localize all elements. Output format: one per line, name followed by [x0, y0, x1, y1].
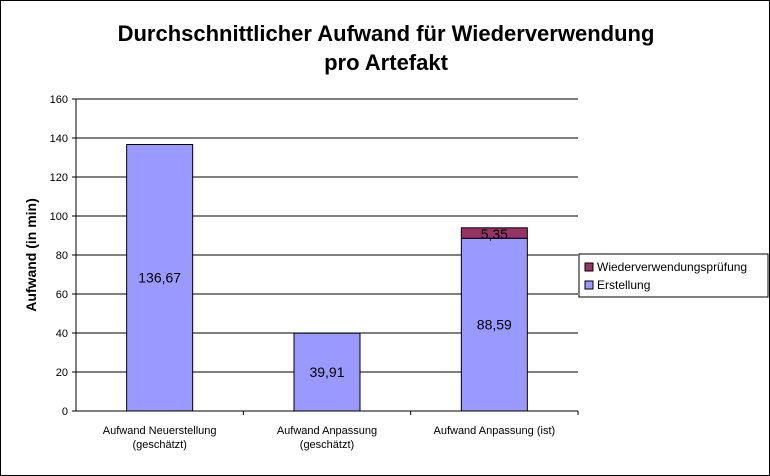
legend-box [578, 253, 769, 298]
x-category-label: (geschätzt) [300, 439, 354, 451]
data-label: 88,59 [477, 317, 512, 333]
bars: 136,67 39,91 88,59 5,35 [126, 143, 528, 412]
y-tick-label: 20 [56, 367, 68, 379]
chart-title-line-1: Durchschnittlicher Aufwand für Wiederver… [118, 21, 655, 46]
data-label: 136,67 [138, 270, 181, 286]
legend-swatch-wiederverwendungspruefung [584, 262, 594, 272]
legend-swatch-erstellung [584, 280, 594, 290]
x-category-label: Aufwand Neuerstellung [103, 425, 217, 437]
x-category-label: Aufwand Anpassung [277, 425, 377, 437]
legend-label-wiederverwendungspruefung: Wiederverwendungsprüfung [597, 260, 747, 274]
legend: Wiederverwendungsprüfung Erstellung [578, 253, 769, 298]
bar-erstellung-0 [126, 143, 194, 412]
data-label: 39,91 [309, 364, 344, 380]
y-axis-label: Aufwand (in min) [23, 198, 39, 312]
y-tick-label: 40 [56, 328, 68, 340]
y-tick-label: 60 [56, 289, 68, 301]
legend-label-erstellung: Erstellung [597, 278, 650, 292]
y-tick-label: 80 [56, 250, 68, 262]
y-axis-ticks: 0 20 40 60 80 100 120 140 160 [50, 94, 76, 418]
x-category-label: (geschätzt) [132, 439, 186, 451]
y-tick-label: 100 [50, 211, 68, 223]
y-tick-label: 0 [62, 406, 68, 418]
bar-erstellung-1 [293, 332, 361, 412]
data-label: 5,35 [481, 226, 508, 242]
y-tick-label: 160 [50, 94, 68, 106]
bar-wiederverwendungspruefung-2 [460, 227, 528, 239]
bar-erstellung-2 [460, 237, 528, 412]
chart-title-line-2: pro Artefakt [324, 50, 449, 75]
y-tick-label: 120 [50, 172, 68, 184]
x-axis-categories: Aufwand Neuerstellung (geschätzt) Aufwand … [103, 411, 579, 451]
x-category-label: Aufwand Anpassung (ist) [433, 425, 555, 437]
y-tick-label: 140 [50, 133, 68, 145]
